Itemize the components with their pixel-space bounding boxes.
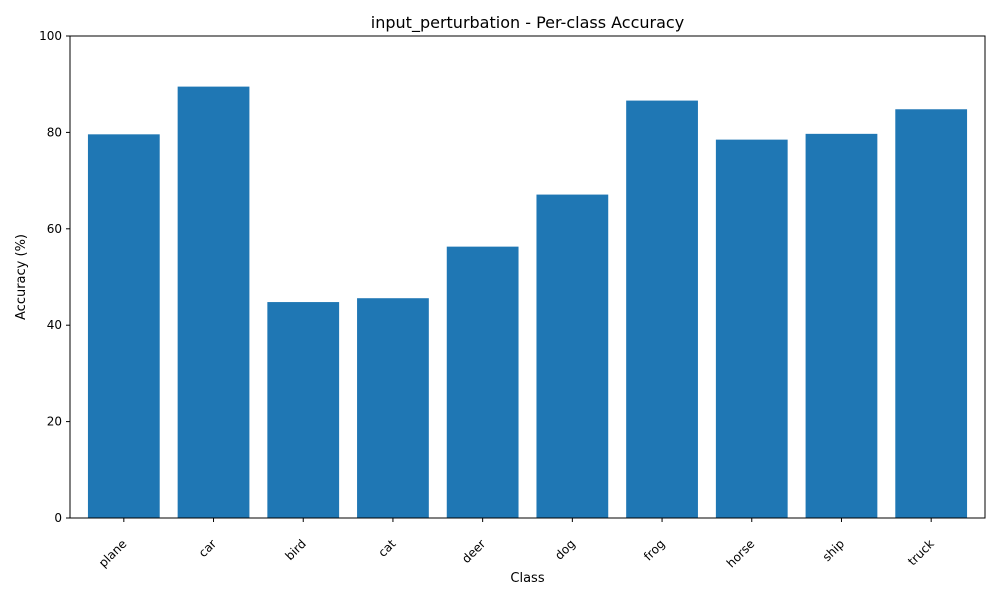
x-tick-label-truck: truck <box>905 537 937 569</box>
y-tick-label: 80 <box>47 125 62 139</box>
x-tick-label-cat: cat <box>375 536 398 559</box>
x-tick-label-frog: frog <box>641 537 668 564</box>
y-tick-label: 100 <box>39 29 62 43</box>
bars-group <box>87 86 968 519</box>
x-tick-label-dog: dog <box>552 537 578 563</box>
x-tick-label-ship: ship <box>820 537 847 564</box>
y-axis-label: Accuracy (%) <box>14 234 29 320</box>
y-tick-label: 0 <box>54 511 62 525</box>
y-tick-label: 60 <box>47 222 62 236</box>
bar-frog <box>626 100 698 518</box>
bar-deer <box>446 246 519 518</box>
x-axis: plane car bird cat deer dog frog horse ship truck <box>96 518 937 570</box>
x-tick-label-car: car <box>196 537 219 560</box>
bar-bird <box>267 302 340 518</box>
x-tick-label-deer: deer <box>459 537 488 566</box>
bar-plane <box>87 134 160 518</box>
plot-frame <box>69 35 986 519</box>
x-tick-label-bird: bird <box>282 537 308 563</box>
x-tick-label-horse: horse <box>724 537 758 571</box>
y-axis: 0 20 40 60 80 100 <box>39 29 70 525</box>
bar-cat <box>357 298 429 518</box>
y-tick-label: 20 <box>47 415 62 429</box>
bar-truck <box>895 109 968 518</box>
bar-ship <box>805 133 878 518</box>
bar-car <box>177 86 250 519</box>
x-axis-label: Class <box>510 571 544 586</box>
x-tick-label-plane: plane <box>96 537 129 570</box>
bar-horse <box>715 139 788 518</box>
chart-title: input_perturbation - Per-class Accuracy <box>371 13 684 33</box>
y-tick-label: 40 <box>47 318 62 332</box>
bar-dog <box>536 194 609 518</box>
